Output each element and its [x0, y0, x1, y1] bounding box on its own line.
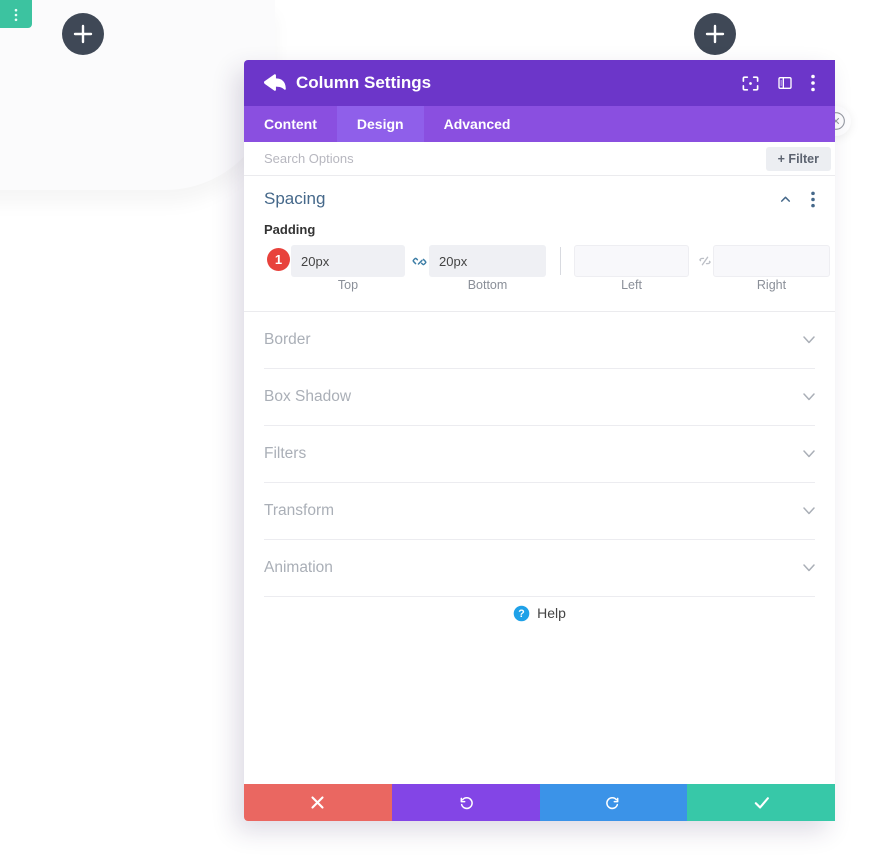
svg-text:?: ?: [518, 608, 524, 620]
